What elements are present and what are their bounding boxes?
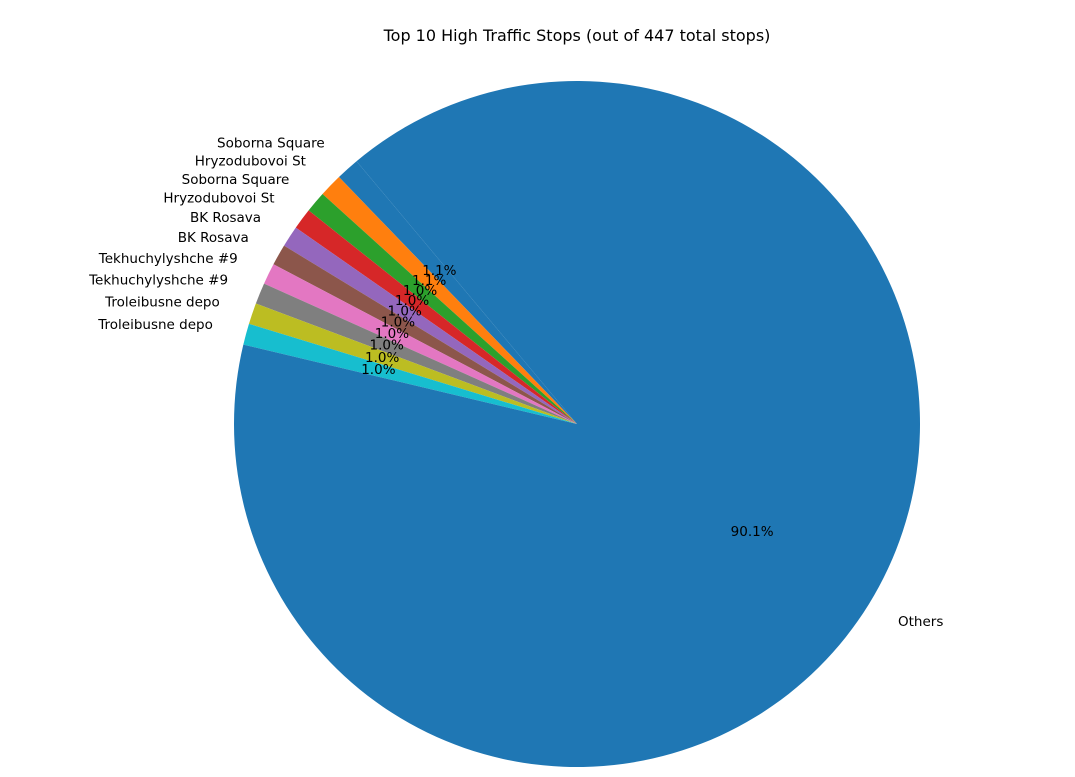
slice-labels: Soborna Square Hryzodubovoi St Soborna Squ… (88, 135, 943, 630)
pie-slice (248, 303, 577, 424)
percent-label: 1.0% (403, 283, 437, 299)
pie-slice (338, 161, 577, 424)
pie-slices (234, 80, 921, 767)
slice-label: BK Rosava (190, 210, 261, 226)
pie-slice (243, 323, 577, 424)
percent-label: 1.0% (361, 362, 395, 378)
percent-label: 1.0% (370, 338, 404, 354)
slice-label: BK Rosava (178, 230, 249, 246)
pie-slice (284, 227, 577, 424)
slice-label: Tekhuchylyshche #9 (98, 251, 238, 267)
percent-label: 1.0% (395, 293, 429, 309)
pie-slice (308, 194, 577, 424)
percent-label: 1.1% (412, 273, 446, 289)
slice-label: Hryzodubovoi St (163, 190, 274, 206)
slice-label: Soborna Square (182, 172, 290, 188)
percent-label: 1.1% (422, 263, 456, 279)
slice-label: Hryzodubovoi St (195, 154, 306, 170)
chart-title: Top 10 High Traffic Stops (out of 447 to… (383, 26, 771, 45)
slice-label: Tekhuchylyshche #9 (88, 272, 228, 288)
percent-label: 1.0% (375, 326, 409, 342)
slice-label: Soborna Square (217, 135, 325, 151)
pie-slice (322, 177, 577, 424)
percent-label: 90.1% (731, 524, 774, 540)
percent-label: 1.0% (365, 350, 399, 366)
percent-labels: 1.1%1.1%1.0%1.0%1.0%1.0%1.0%1.0%1.0%1.0%… (361, 263, 773, 540)
pie-slice (255, 283, 577, 424)
percent-label: 1.0% (381, 315, 415, 331)
pie-slice (273, 245, 577, 424)
slice-label: Others (898, 614, 943, 630)
pie-slice (264, 264, 577, 424)
percent-label: 1.0% (388, 304, 422, 320)
slice-label: Troleibusne depo (97, 317, 213, 333)
pie-slice (295, 210, 577, 424)
pie-slice (234, 80, 921, 767)
slice-label: Troleibusne depo (104, 295, 220, 311)
